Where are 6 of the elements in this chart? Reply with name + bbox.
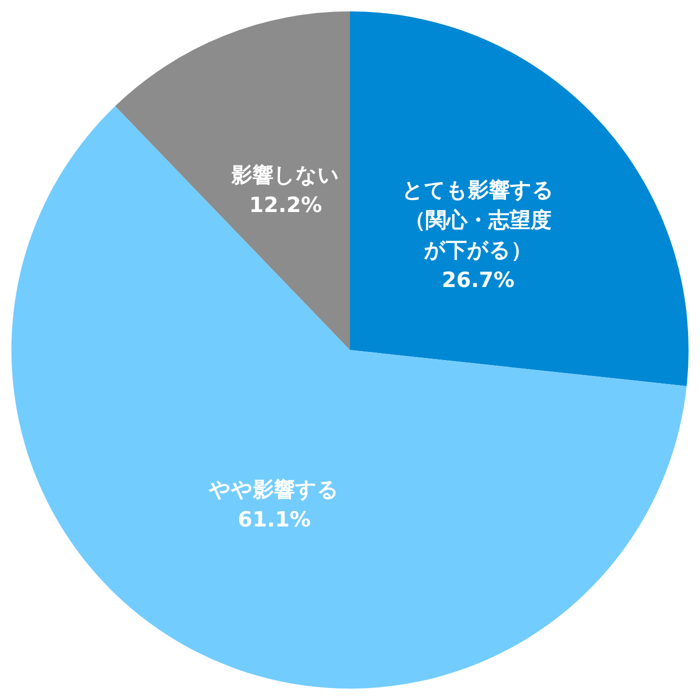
- data-label: 12.2%: [249, 193, 322, 218]
- data-label: 26.7%: [442, 268, 515, 292]
- slice-label: 影響しない: [230, 163, 340, 188]
- slice-label: とても影響する（関心・志望度が下がる）: [402, 178, 554, 262]
- slice-label: やや影響する: [208, 478, 340, 502]
- data-label: 61.1%: [238, 508, 311, 532]
